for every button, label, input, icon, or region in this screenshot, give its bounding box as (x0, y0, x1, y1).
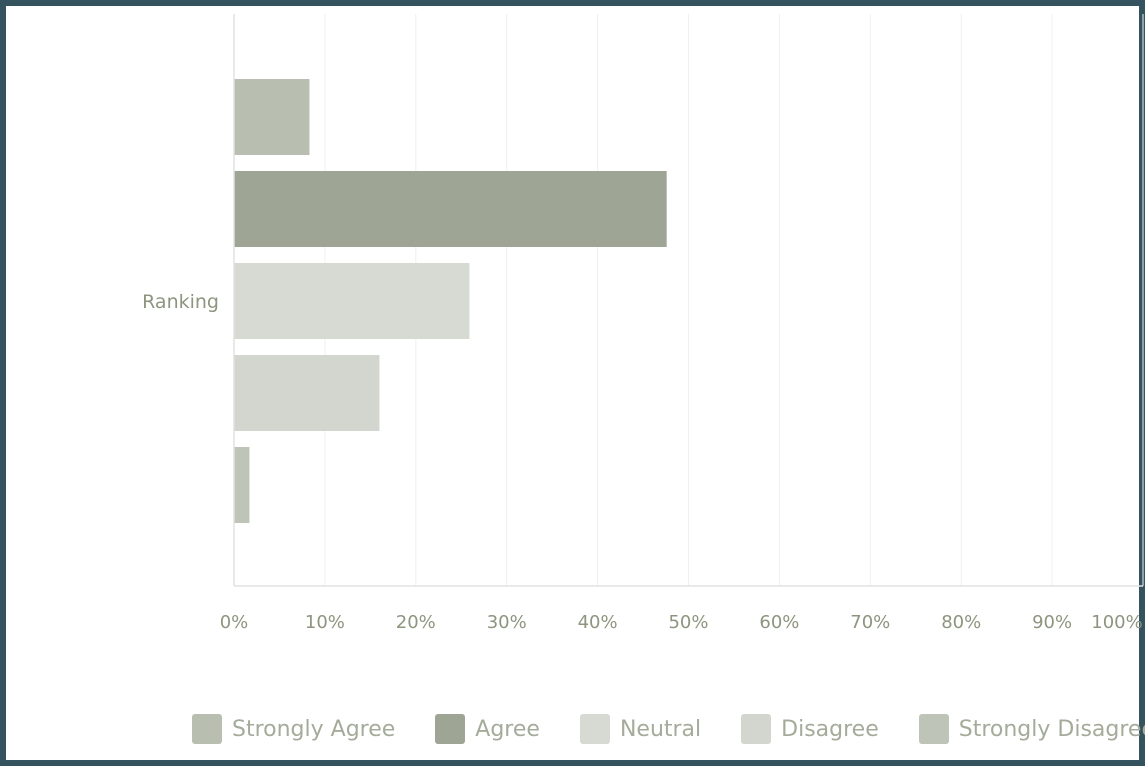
x-tick-label: 60% (759, 612, 799, 633)
x-tick-label: 40% (578, 612, 618, 633)
legend-label: Disagree (781, 716, 879, 742)
legend-item[interactable]: Agree (435, 714, 540, 744)
x-tick-label: 10% (305, 612, 345, 633)
x-tick-label: 100% (1091, 612, 1142, 633)
legend-swatch (192, 714, 222, 744)
x-tick-label: 70% (850, 612, 890, 633)
bar-disagree[interactable] (234, 355, 380, 431)
legend-swatch (435, 714, 466, 744)
bar-strongly-agree[interactable] (234, 79, 310, 155)
legend-swatch (918, 714, 949, 744)
bar-strongly-disagree[interactable] (234, 447, 250, 523)
legend-label: Strongly Agree (232, 716, 396, 742)
legend-swatch (741, 714, 772, 744)
bar-neutral[interactable] (234, 263, 470, 339)
legend-item[interactable]: Neutral (579, 714, 702, 744)
bars (234, 79, 667, 523)
category-label: Ranking (142, 291, 219, 313)
x-tick-label: 90% (1032, 612, 1072, 633)
grid-lines (324, 14, 1144, 586)
x-tick-label: 50% (668, 612, 708, 633)
bar-chart: 0% 10% 20% 30% 40% 50% 60% 70% 80% 90% 100% Ranking (142, 14, 1144, 633)
legend-label: Agree (475, 716, 540, 742)
legend-item[interactable]: Strongly Agree (192, 714, 395, 744)
chart-legend: Strongly Agree Agree Neutral Disagree Strong… (192, 714, 1145, 744)
legend-label: Neutral (619, 716, 702, 742)
axes (233, 14, 1143, 587)
legend-label: Strongly Disagree (958, 716, 1145, 742)
x-tick-label: 30% (487, 612, 527, 633)
legend-item[interactable]: Strongly Disagree (918, 714, 1145, 744)
x-tick-label: 0% (220, 612, 249, 633)
x-tick-label: 20% (396, 612, 436, 633)
bar-agree[interactable] (234, 171, 667, 247)
legend-item[interactable]: Disagree (741, 714, 879, 744)
legend-swatch (579, 714, 610, 744)
labels: 0% 10% 20% 30% 40% 50% 60% 70% 80% 90% 100% Ranking (142, 291, 1143, 633)
x-tick-label: 80% (941, 612, 981, 633)
